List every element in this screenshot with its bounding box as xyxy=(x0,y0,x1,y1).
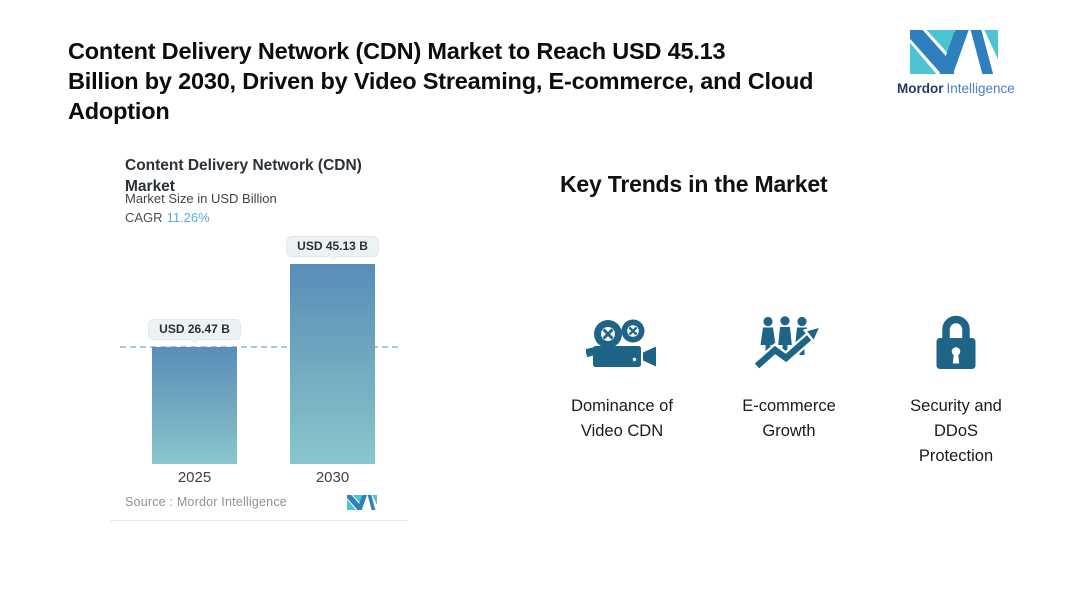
brand-name: Mordor Intelligence xyxy=(897,81,1015,96)
cagr-label: CAGR xyxy=(125,210,163,225)
brand-logo: Mordor Intelligence xyxy=(897,30,1015,96)
chart-cagr: CAGR 11.26% xyxy=(125,210,210,225)
reference-dashline xyxy=(120,346,398,348)
plot-area: USD 26.47 B USD 45.13 B xyxy=(120,232,398,464)
bar-column-2025: USD 26.47 B xyxy=(148,232,241,464)
chart-bar xyxy=(152,347,237,464)
brand-name-secondary: Intelligence xyxy=(946,81,1015,96)
chart-subtitle: Market Size in USD Billion xyxy=(125,191,277,206)
page-title: Content Delivery Network (CDN) Market to… xyxy=(68,37,814,124)
chart-bar xyxy=(290,264,375,464)
value-bubble: USD 45.13 B xyxy=(286,236,379,257)
trends-title: Key Trends in the Market xyxy=(560,171,828,198)
source-row: Source : Mordor Intelligence xyxy=(125,492,377,512)
ecommerce-growth-icon xyxy=(755,316,823,371)
bubble-pointer-icon xyxy=(189,339,200,344)
value-bubble: USD 26.47 B xyxy=(148,319,241,340)
chart-title: Content Delivery Network (CDN) Market xyxy=(125,156,362,195)
chart-panel: Content Delivery Network (CDN) Market Ma… xyxy=(110,128,408,521)
trend-item-video-cdn: Dominance of Video CDN xyxy=(542,300,702,469)
bar-column-2030: USD 45.13 B xyxy=(286,232,379,464)
bubble-pointer-icon xyxy=(327,256,338,261)
lock-icon xyxy=(936,315,976,369)
year-label-2025: 2025 xyxy=(177,469,212,486)
trend-label: Security and DDoS Protection xyxy=(910,397,1002,465)
trend-icon-box xyxy=(755,300,823,372)
trend-icon-box xyxy=(931,300,981,372)
cagr-value: 11.26% xyxy=(166,210,210,225)
source-label: Source : Mordor Intelligence xyxy=(125,495,287,509)
trend-item-ecommerce-growth: E-commerce Growth xyxy=(709,300,869,469)
trend-label: E-commerce Growth xyxy=(742,397,836,440)
mordor-logo-icon xyxy=(910,30,998,74)
trend-label: Dominance of Video CDN xyxy=(571,397,673,440)
trend-icon-box xyxy=(586,300,658,372)
video-camera-icon xyxy=(586,319,656,367)
brand-name-primary: Mordor xyxy=(897,81,944,96)
trends-row: Dominance of Video CDN E-commerce Growth xyxy=(542,300,1036,469)
trend-item-security-ddos: Security and DDoS Protection xyxy=(876,300,1036,469)
source-logo-icon xyxy=(347,494,377,510)
year-label-2030: 2030 xyxy=(315,469,350,486)
